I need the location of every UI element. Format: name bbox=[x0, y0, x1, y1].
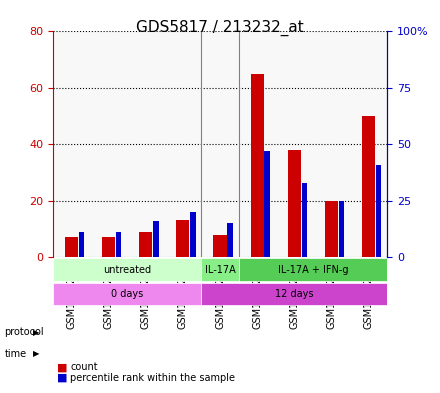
Text: IL-17A: IL-17A bbox=[205, 264, 235, 274]
Text: ■: ■ bbox=[57, 362, 68, 373]
Bar bbox=[362, 116, 375, 257]
FancyBboxPatch shape bbox=[202, 283, 387, 305]
Text: ▶: ▶ bbox=[33, 349, 40, 358]
Bar bbox=[325, 201, 338, 257]
Bar bbox=[301, 183, 307, 257]
Bar bbox=[339, 201, 344, 257]
Text: ▶: ▶ bbox=[33, 328, 40, 336]
Text: time: time bbox=[4, 349, 26, 359]
Bar bbox=[116, 232, 121, 257]
Bar bbox=[65, 237, 78, 257]
Bar bbox=[288, 150, 301, 257]
Text: 0 days: 0 days bbox=[111, 289, 143, 299]
Text: count: count bbox=[70, 362, 98, 373]
Bar bbox=[79, 232, 84, 257]
Bar bbox=[102, 237, 115, 257]
Bar bbox=[227, 223, 233, 257]
Text: percentile rank within the sample: percentile rank within the sample bbox=[70, 373, 235, 383]
Text: ■: ■ bbox=[57, 373, 68, 383]
FancyBboxPatch shape bbox=[238, 259, 387, 281]
FancyBboxPatch shape bbox=[53, 259, 202, 281]
Bar bbox=[176, 220, 189, 257]
Bar bbox=[153, 221, 158, 257]
Text: untreated: untreated bbox=[103, 264, 151, 274]
Bar bbox=[213, 235, 227, 257]
Text: GDS5817 / 213232_at: GDS5817 / 213232_at bbox=[136, 20, 304, 36]
FancyBboxPatch shape bbox=[53, 283, 202, 305]
Bar bbox=[376, 165, 381, 257]
Text: protocol: protocol bbox=[4, 327, 44, 337]
Text: IL-17A + IFN-g: IL-17A + IFN-g bbox=[278, 264, 348, 274]
Bar bbox=[139, 232, 152, 257]
Text: 12 days: 12 days bbox=[275, 289, 314, 299]
Bar bbox=[251, 74, 264, 257]
Bar bbox=[264, 151, 270, 257]
FancyBboxPatch shape bbox=[202, 259, 238, 281]
Bar bbox=[190, 212, 196, 257]
